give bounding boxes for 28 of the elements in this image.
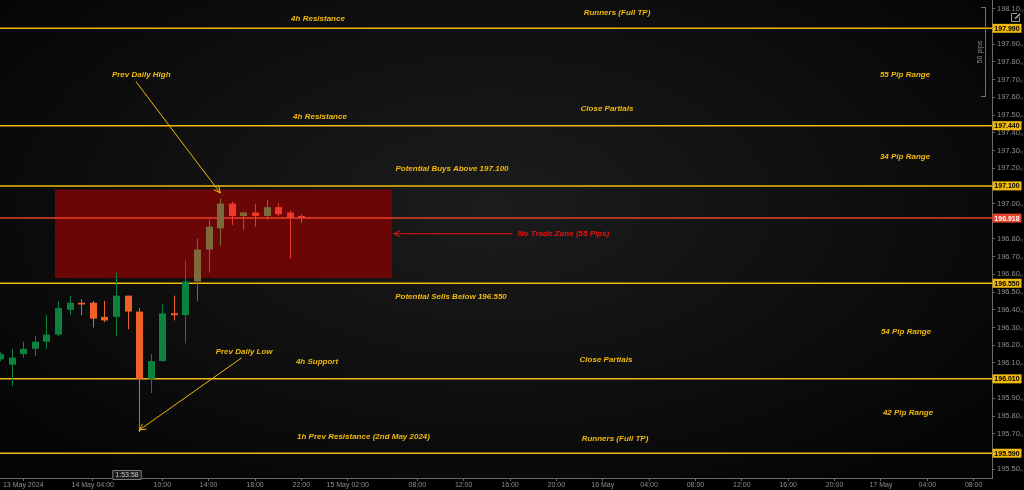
annotation: 34 Pip Range bbox=[879, 152, 931, 162]
candlestick bbox=[90, 300, 97, 329]
candlestick bbox=[32, 335, 39, 357]
annotation: Runners (Full TP) bbox=[581, 434, 649, 444]
candlestick bbox=[9, 348, 16, 387]
annotation: Close Partials bbox=[579, 354, 633, 364]
annotation: Prev Daily High bbox=[111, 69, 171, 79]
band-label: No Trade Zone (55 Pips) bbox=[517, 228, 610, 238]
annotation: 42 Pip Range bbox=[881, 407, 934, 417]
annotation: Prev Daily Low bbox=[215, 347, 274, 357]
candlestick bbox=[264, 199, 271, 221]
annotation: Close Partials bbox=[580, 104, 634, 114]
annotation: 4h Resistance bbox=[290, 13, 346, 23]
annotation: 55 Pip Range bbox=[879, 70, 931, 80]
candlestick bbox=[125, 295, 132, 330]
candlestick bbox=[43, 314, 50, 350]
candlestick bbox=[171, 295, 178, 321]
annotation: Runners (Full TP) bbox=[583, 7, 651, 17]
annotation: 4h Support bbox=[294, 357, 339, 367]
candlestick bbox=[148, 353, 155, 394]
candlestick bbox=[113, 272, 120, 337]
annotation: Potential Buys Above 197.100 bbox=[395, 164, 510, 174]
annotation: Potential Sells Below 196.550 bbox=[395, 291, 508, 301]
annotation: 54 Pip Range bbox=[880, 327, 932, 337]
annotation: 1h Prev Resistance (2nd May 2024) bbox=[297, 432, 431, 442]
candlestick bbox=[67, 295, 74, 316]
candlestick bbox=[206, 219, 213, 274]
annotation: 4h Resistance bbox=[292, 111, 348, 121]
